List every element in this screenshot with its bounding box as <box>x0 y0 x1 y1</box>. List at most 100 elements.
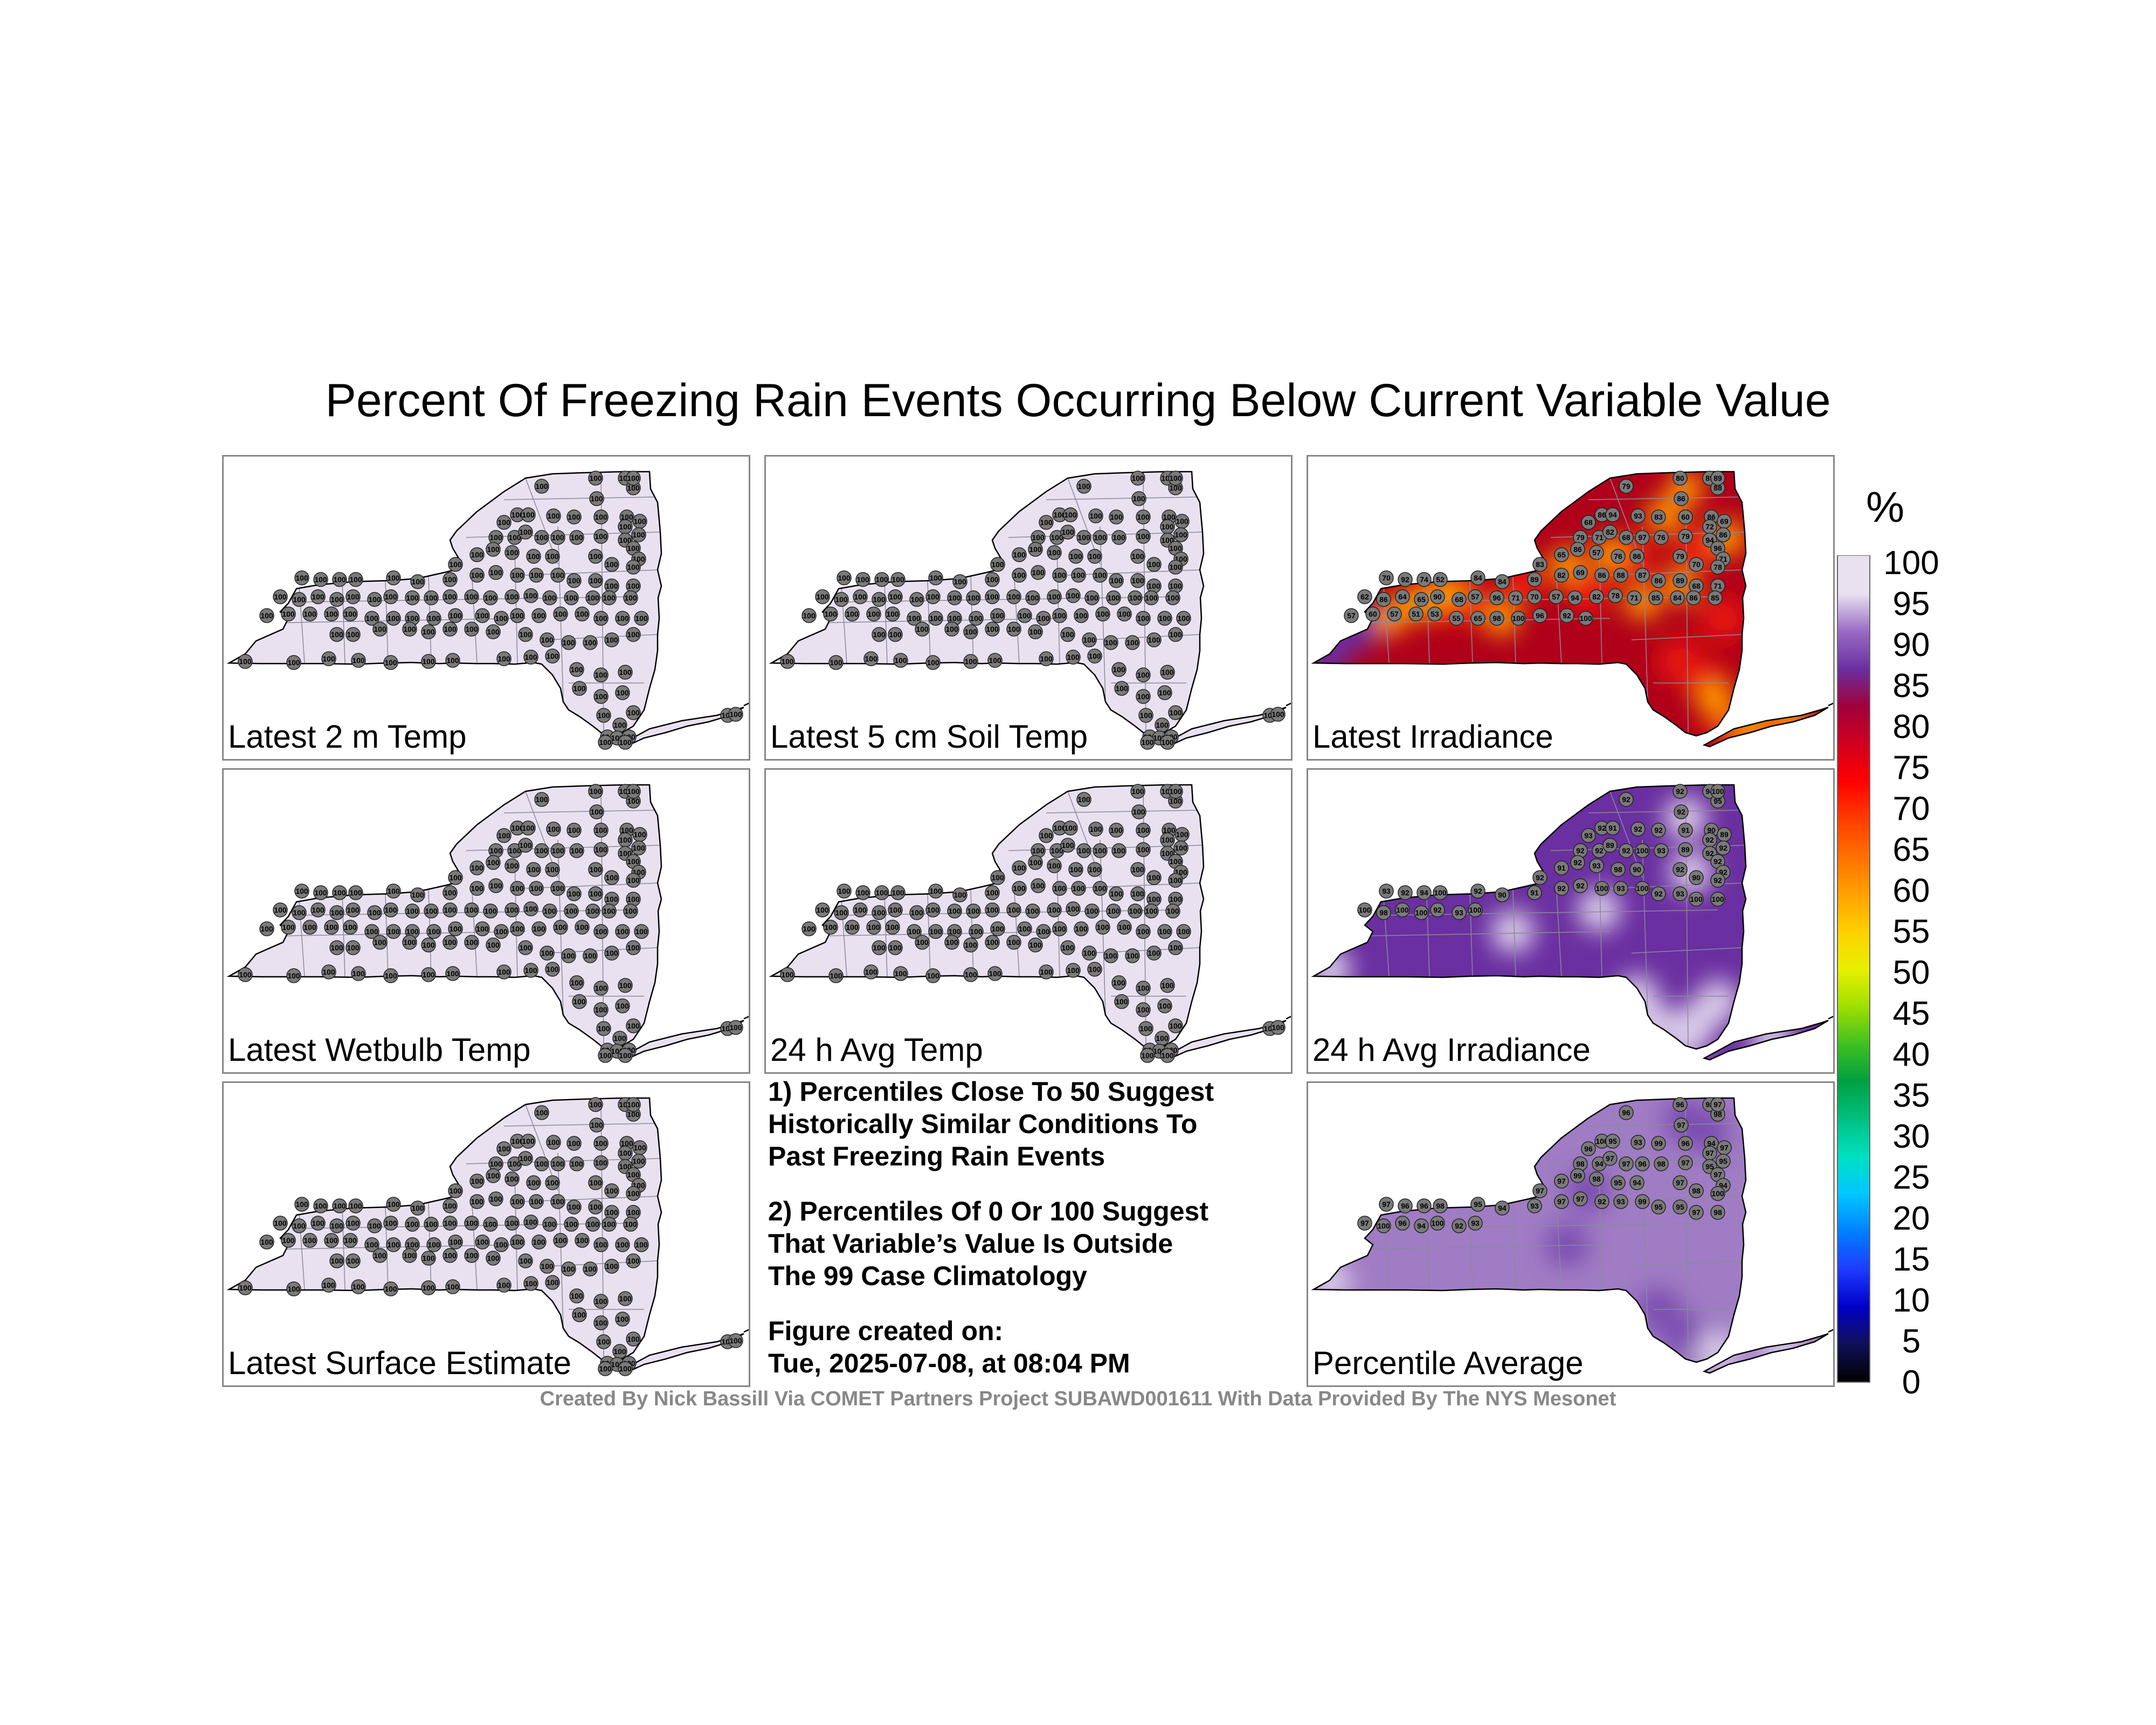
station-value: 100 <box>568 576 581 585</box>
station-marker: 100 <box>1095 606 1110 622</box>
station-marker: 78 <box>1608 588 1623 603</box>
station-value: 100 <box>635 1240 648 1249</box>
station-value: 100 <box>489 1160 502 1168</box>
station-marker: 100 <box>963 624 978 639</box>
station-value: 100 <box>530 571 543 579</box>
station-value: 93 <box>1584 831 1593 840</box>
station-value: 100 <box>576 923 589 932</box>
station-value: 100 <box>613 721 626 729</box>
station-value: 80 <box>1676 474 1684 482</box>
station-marker: 92 <box>1594 1194 1609 1209</box>
station-value: 90 <box>1498 891 1507 899</box>
station-marker: 100 <box>526 549 541 564</box>
station-marker: 100 <box>1160 978 1175 993</box>
station-value: 100 <box>387 574 400 582</box>
station-value: 100 <box>1013 571 1026 579</box>
station-marker: 98 <box>1433 1198 1448 1213</box>
station-marker: 100 <box>410 1200 425 1216</box>
station-value: 100 <box>1007 906 1020 914</box>
station-marker: 82 <box>1554 568 1569 583</box>
station-marker: 100 <box>626 1205 641 1220</box>
station-value: 100 <box>613 1034 626 1043</box>
station-marker: 100 <box>626 705 641 720</box>
station-marker: 89 <box>1527 572 1542 587</box>
station-marker: 100 <box>421 937 436 953</box>
station-marker: 100 <box>909 592 924 607</box>
station-marker: 86 <box>1629 549 1644 564</box>
station-value: 100 <box>586 907 599 915</box>
station-marker: 100 <box>631 840 646 855</box>
station-value: 100 <box>1118 610 1131 618</box>
station-marker: 100 <box>542 1217 557 1232</box>
station-marker: 100 <box>1082 632 1097 647</box>
station-marker: 100 <box>626 627 641 642</box>
station-value: 100 <box>627 1189 640 1198</box>
station-value: 100 <box>1094 533 1107 542</box>
station-value: 100 <box>627 544 640 553</box>
station-value: 70 <box>1692 560 1701 569</box>
station-marker: 100 <box>966 590 981 605</box>
station-value: 96 <box>1681 1139 1690 1148</box>
station-marker: 100 <box>405 903 420 919</box>
station-value: 100 <box>1148 895 1160 903</box>
station-value: 100 <box>1148 873 1160 882</box>
station-marker: 100 <box>1635 843 1650 858</box>
station-value: 100 <box>1018 924 1031 933</box>
station-marker: 100 <box>510 507 525 522</box>
colorbar-segment <box>1838 1081 1869 1119</box>
station-value: 57 <box>1347 611 1356 620</box>
station-marker: 94 <box>1592 1156 1607 1171</box>
station-marker: 100 <box>1136 667 1151 682</box>
station-marker: 100 <box>1028 624 1043 639</box>
station-value: 100 <box>1636 846 1649 855</box>
station-value: 100 <box>1051 846 1063 855</box>
station-value: 100 <box>1048 592 1061 601</box>
station-marker: 100 <box>1076 843 1091 858</box>
station-value: 100 <box>603 594 616 602</box>
station-marker: 100 <box>569 1288 584 1303</box>
station-marker: 100 <box>1012 547 1027 562</box>
station-value: 96 <box>1492 594 1501 602</box>
station-marker: 100 <box>523 650 538 665</box>
station-value: 100 <box>620 513 633 521</box>
station-marker: 93 <box>1673 886 1688 901</box>
station-value: 100 <box>838 574 851 582</box>
station-marker: 100 <box>386 611 401 626</box>
station-value: 100 <box>1415 908 1428 917</box>
station-marker: 100 <box>1168 940 1183 955</box>
station-value: 100 <box>576 610 589 618</box>
station-value: 92 <box>1654 889 1663 898</box>
station-marker: 100 <box>626 1018 641 1033</box>
station-marker: 100 <box>618 665 633 680</box>
station-marker: 100 <box>626 1097 641 1112</box>
colorbar-tick-label: 65 <box>1892 831 1930 868</box>
station-marker: 57 <box>1344 608 1359 623</box>
station-marker: 100 <box>602 1217 617 1232</box>
colorbar-tick-label: 45 <box>1892 995 1930 1032</box>
station-marker: 100 <box>1168 784 1183 799</box>
station-value: 100 <box>632 844 645 852</box>
station-value: 68 <box>1584 518 1593 527</box>
station-marker: 100 <box>1039 828 1054 843</box>
station-value: 92 <box>1677 808 1685 816</box>
station-value: 100 <box>589 865 602 874</box>
station-value: 100 <box>910 908 923 917</box>
station-marker: 100 <box>801 921 817 936</box>
station-value: 100 <box>333 1202 346 1210</box>
station-value: 100 <box>1086 594 1098 602</box>
colorbar-segment <box>1838 968 1869 1007</box>
station-value: 100 <box>1158 614 1171 623</box>
station-marker: 92 <box>1573 843 1588 858</box>
station-marker: 100 <box>1066 588 1081 603</box>
station-value: 100 <box>1169 582 1182 590</box>
station-value: 100 <box>927 971 939 980</box>
station-value: 100 <box>287 658 300 667</box>
station-marker: 100 <box>550 530 565 545</box>
station-value: 100 <box>1176 830 1188 839</box>
station-marker: 100 <box>273 1216 288 1231</box>
station-marker: 100 <box>1594 1134 1609 1149</box>
station-marker: 100 <box>294 1197 309 1212</box>
station-marker: 96 <box>1489 590 1504 605</box>
station-value: 100 <box>314 888 327 897</box>
station-value: 100 <box>446 656 459 665</box>
